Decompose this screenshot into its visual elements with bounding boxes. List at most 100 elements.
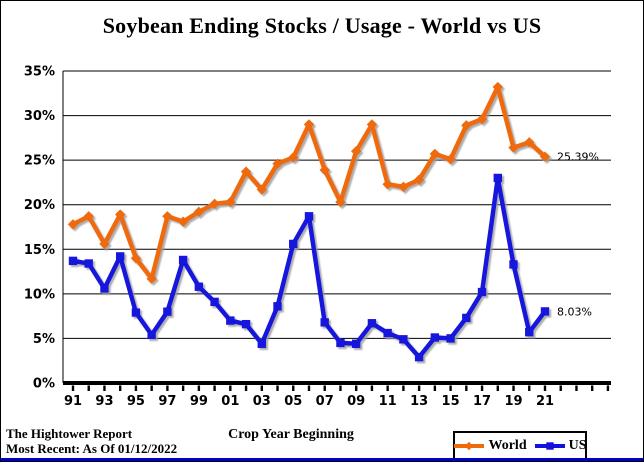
us-data-point-marker — [273, 302, 282, 311]
x-axis-tick-label: 11 — [379, 394, 397, 409]
legend-label-world: World — [488, 438, 527, 453]
chart-title: Soybean Ending Stocks / Usage - World vs… — [102, 13, 542, 38]
world-data-point-marker — [303, 119, 315, 130]
legend-item-world: World — [453, 438, 527, 454]
world-data-point-marker — [476, 113, 488, 125]
y-axis-tick-label: 20% — [24, 198, 55, 213]
world-data-point-marker — [445, 154, 456, 165]
us-data-point-marker — [509, 260, 518, 269]
world-data-point-marker — [461, 120, 472, 131]
x-axis-tick-label: 21 — [536, 394, 554, 409]
x-axis-tick-label: 13 — [410, 394, 428, 409]
us-data-point-marker — [210, 297, 219, 307]
us-data-point-marker — [367, 319, 377, 328]
window-bottom-rule — [1, 458, 643, 461]
us-data-point-marker — [477, 287, 487, 297]
world-data-point-marker — [508, 142, 519, 153]
x-axis-title: Crop Year Beginning — [228, 427, 354, 442]
source-line-1: The Hightower Report — [6, 426, 133, 441]
world-data-point-marker — [114, 209, 126, 220]
x-axis-tick-label: 17 — [473, 394, 491, 409]
world-data-point-marker — [193, 206, 205, 218]
world-data-point-marker — [146, 273, 157, 284]
y-axis-tick-label: 25% — [24, 154, 55, 169]
us-data-point-marker — [351, 339, 361, 348]
world-series-swatch-icon — [454, 441, 485, 451]
chart-legend: World US — [453, 431, 587, 461]
source-line-2: Most Recent: As Of 01/12/2022 — [6, 441, 178, 456]
us-data-point-marker — [320, 318, 329, 327]
world-data-point-marker — [335, 196, 346, 208]
world-data-point-marker — [83, 211, 94, 222]
world-data-point-marker — [398, 181, 409, 193]
legend-label-us: US — [568, 438, 587, 453]
x-axis-tick-label: 07 — [316, 394, 334, 409]
us-data-point-marker — [68, 256, 78, 266]
us-data-point-marker — [430, 333, 440, 342]
us-series-swatch-icon — [534, 442, 565, 450]
world-data-point-marker — [130, 253, 142, 264]
y-axis-tick-label: 15% — [24, 243, 55, 258]
world-data-point-marker — [350, 146, 362, 157]
world-data-point-marker — [272, 158, 283, 169]
world-data-point-marker — [319, 164, 330, 176]
world-data-point-marker — [256, 184, 267, 195]
us-data-point-marker — [540, 307, 550, 316]
us-data-point-marker — [525, 327, 534, 337]
world-data-point-marker — [524, 137, 535, 148]
world-data-point-marker — [209, 198, 220, 210]
us-data-point-marker — [131, 308, 141, 317]
us-data-point-marker — [257, 339, 266, 348]
us-data-point-marker — [493, 173, 502, 183]
x-axis-tick-label: 15 — [442, 394, 460, 409]
x-axis-tick-label: 01 — [221, 394, 239, 409]
us-data-point-marker — [336, 338, 345, 348]
us-data-point-marker — [414, 352, 424, 362]
y-axis-tick-label: 30% — [24, 109, 55, 124]
legend-item-us: US — [534, 438, 587, 454]
y-axis-tick-label: 10% — [24, 287, 55, 302]
world-series — [67, 81, 551, 284]
us-data-point-marker — [100, 284, 109, 293]
world-data-point-marker — [177, 216, 189, 227]
us-data-point-marker — [178, 255, 188, 265]
world-data-point-marker — [492, 81, 503, 93]
x-axis-tick-label: 97 — [158, 394, 176, 409]
x-axis-tick-label: 05 — [284, 394, 302, 409]
world-data-point-marker — [429, 148, 441, 160]
x-axis-tick-label: 99 — [190, 394, 208, 409]
world-data-point-marker — [288, 152, 299, 163]
us-data-point-marker — [163, 307, 172, 316]
us-data-point-marker — [194, 282, 204, 291]
us-data-point-marker — [115, 252, 125, 261]
us-data-point-marker — [462, 313, 471, 323]
us-data-point-marker — [289, 239, 298, 249]
world-data-point-marker — [413, 174, 425, 185]
chart-canvas: 25.39% 8.03% 91 93 95 97 99 01 03 05 07 09 11 13 15 17 1… — [24, 65, 611, 409]
x-axis-tick-label: 95 — [127, 394, 145, 409]
us-data-point-marker — [399, 335, 408, 344]
world-data-point-marker — [225, 196, 236, 208]
us-data-point-marker — [226, 316, 235, 325]
world-data-point-marker — [67, 219, 79, 230]
us-data-point-marker — [84, 259, 93, 268]
world-data-point-marker — [162, 211, 173, 222]
x-axis-tick-label: 03 — [253, 394, 271, 409]
us-end-value-label: 8.03% — [557, 305, 592, 318]
world-data-point-marker — [539, 151, 551, 162]
us-data-point-marker — [241, 319, 251, 329]
us-data-point-marker — [446, 334, 455, 343]
x-axis-tick-label: 19 — [504, 394, 522, 409]
x-axis-tick-label: 91 — [64, 394, 82, 409]
world-data-point-marker — [366, 119, 378, 130]
x-axis-tick-label: 09 — [347, 394, 365, 409]
source-attribution: The Hightower Report Most Recent: As Of … — [6, 426, 177, 456]
y-axis-tick-label: 35% — [24, 65, 55, 80]
y-axis-tick-label: 0% — [33, 377, 55, 392]
us-data-point-marker — [304, 212, 314, 221]
us-data-point-marker — [147, 330, 156, 340]
us-series — [68, 173, 550, 362]
y-axis-tick-label: 5% — [33, 332, 55, 347]
x-axis-tick-label: 93 — [95, 394, 113, 409]
